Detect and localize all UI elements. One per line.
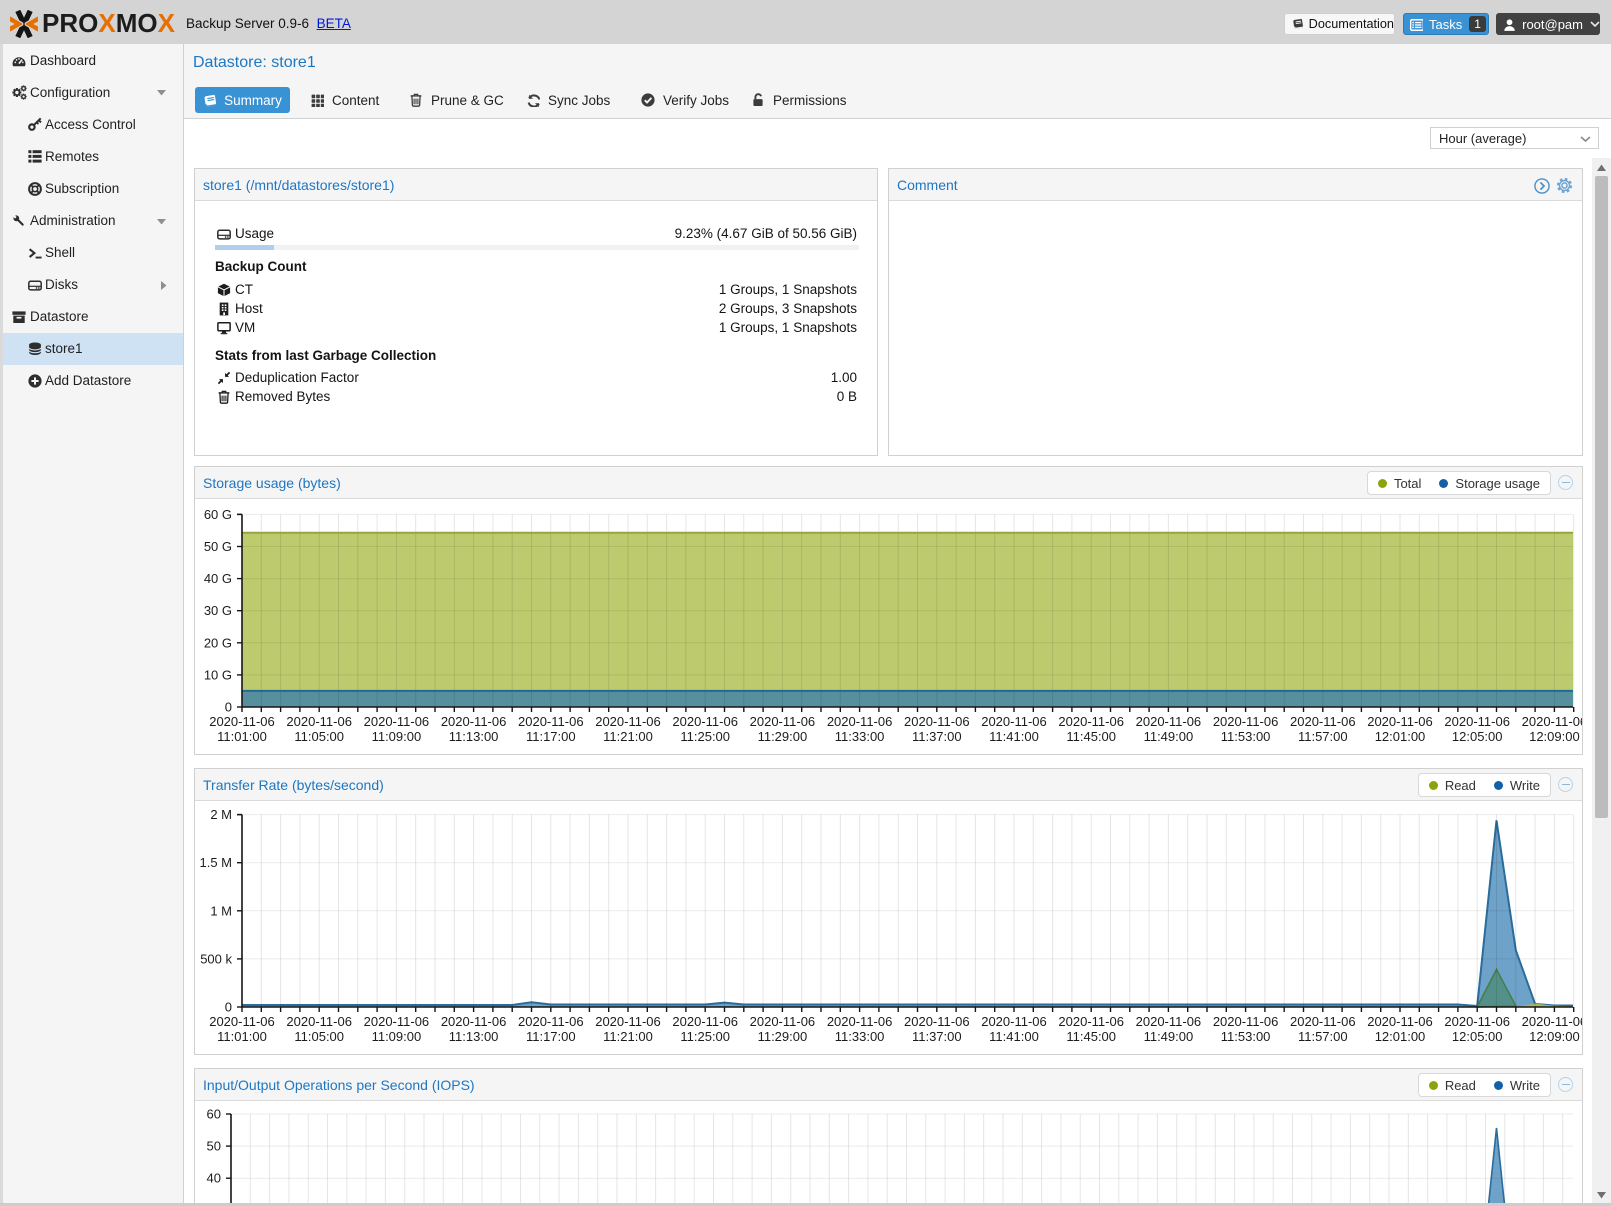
svg-text:20 G: 20 G bbox=[204, 635, 232, 650]
svg-text:12:05:00: 12:05:00 bbox=[1452, 729, 1503, 744]
svg-text:1 M: 1 M bbox=[210, 903, 232, 918]
svg-text:2020-11-06: 2020-11-06 bbox=[981, 714, 1047, 729]
svg-text:12:09:00: 12:09:00 bbox=[1529, 729, 1580, 744]
svg-text:2020-11-06: 2020-11-06 bbox=[904, 1014, 970, 1029]
svg-text:2020-11-06: 2020-11-06 bbox=[1444, 714, 1510, 729]
svg-text:10 G: 10 G bbox=[204, 667, 232, 682]
svg-text:11:05:00: 11:05:00 bbox=[294, 1029, 344, 1044]
svg-text:11:41:00: 11:41:00 bbox=[989, 1029, 1039, 1044]
svg-text:11:05:00: 11:05:00 bbox=[294, 729, 344, 744]
svg-text:2020-11-06: 2020-11-06 bbox=[441, 1014, 507, 1029]
svg-text:11:01:00: 11:01:00 bbox=[217, 1029, 267, 1044]
svg-text:50: 50 bbox=[207, 1139, 221, 1154]
svg-text:11:29:00: 11:29:00 bbox=[758, 729, 808, 744]
svg-text:2020-11-06: 2020-11-06 bbox=[518, 714, 584, 729]
svg-text:2020-11-06: 2020-11-06 bbox=[827, 714, 893, 729]
svg-text:11:25:00: 11:25:00 bbox=[680, 1029, 730, 1044]
svg-text:12:09:00: 12:09:00 bbox=[1529, 1029, 1580, 1044]
svg-text:12:01:00: 12:01:00 bbox=[1375, 1029, 1426, 1044]
svg-text:40: 40 bbox=[207, 1171, 221, 1186]
svg-text:2020-11-06: 2020-11-06 bbox=[209, 1014, 275, 1029]
svg-text:2020-11-06: 2020-11-06 bbox=[672, 1014, 738, 1029]
svg-text:2020-11-06: 2020-11-06 bbox=[1058, 714, 1124, 729]
svg-text:2020-11-06: 2020-11-06 bbox=[1290, 714, 1356, 729]
svg-text:2020-11-06: 2020-11-06 bbox=[518, 1014, 584, 1029]
svg-text:2020-11-06: 2020-11-06 bbox=[981, 1014, 1047, 1029]
svg-text:2020-11-06: 2020-11-06 bbox=[750, 714, 816, 729]
svg-text:2020-11-06: 2020-11-06 bbox=[750, 1014, 816, 1029]
svg-text:11:57:00: 11:57:00 bbox=[1298, 729, 1348, 744]
svg-text:11:45:00: 11:45:00 bbox=[1066, 729, 1116, 744]
svg-text:11:17:00: 11:17:00 bbox=[526, 729, 576, 744]
svg-text:2020-11-06: 2020-11-06 bbox=[1058, 1014, 1124, 1029]
svg-text:2020-11-06: 2020-11-06 bbox=[1444, 1014, 1510, 1029]
svg-text:11:13:00: 11:13:00 bbox=[449, 1029, 499, 1044]
svg-text:2020-11-06: 2020-11-06 bbox=[286, 714, 352, 729]
svg-text:11:45:00: 11:45:00 bbox=[1066, 1029, 1116, 1044]
svg-text:2020-11-06: 2020-11-06 bbox=[1290, 1014, 1356, 1029]
svg-text:2020-11-06: 2020-11-06 bbox=[1213, 714, 1279, 729]
svg-text:2020-11-06: 2020-11-06 bbox=[827, 1014, 893, 1029]
svg-text:2020-11-06: 2020-11-06 bbox=[286, 1014, 352, 1029]
svg-text:11:33:00: 11:33:00 bbox=[835, 729, 885, 744]
svg-text:2020-11-06: 2020-11-06 bbox=[595, 714, 661, 729]
svg-text:50 G: 50 G bbox=[204, 539, 232, 554]
svg-text:2020-11-06: 2020-11-06 bbox=[1522, 1014, 1582, 1029]
svg-text:11:53:00: 11:53:00 bbox=[1221, 729, 1271, 744]
svg-text:2020-11-06: 2020-11-06 bbox=[904, 714, 970, 729]
svg-text:11:21:00: 11:21:00 bbox=[603, 729, 653, 744]
svg-text:2020-11-06: 2020-11-06 bbox=[364, 714, 430, 729]
svg-text:11:49:00: 11:49:00 bbox=[1144, 1029, 1194, 1044]
svg-text:11:21:00: 11:21:00 bbox=[603, 1029, 653, 1044]
svg-text:500 k: 500 k bbox=[200, 951, 232, 966]
svg-text:12:01:00: 12:01:00 bbox=[1375, 729, 1426, 744]
svg-text:30 G: 30 G bbox=[204, 603, 232, 618]
svg-text:2020-11-06: 2020-11-06 bbox=[1367, 1014, 1433, 1029]
svg-text:11:25:00: 11:25:00 bbox=[680, 729, 730, 744]
svg-text:2020-11-06: 2020-11-06 bbox=[1136, 1014, 1202, 1029]
svg-text:11:33:00: 11:33:00 bbox=[835, 1029, 885, 1044]
svg-text:2020-11-06: 2020-11-06 bbox=[1136, 714, 1202, 729]
svg-text:0: 0 bbox=[225, 700, 232, 715]
svg-text:2020-11-06: 2020-11-06 bbox=[1367, 714, 1433, 729]
svg-text:11:09:00: 11:09:00 bbox=[372, 729, 422, 744]
svg-text:11:41:00: 11:41:00 bbox=[989, 729, 1039, 744]
svg-text:11:49:00: 11:49:00 bbox=[1144, 729, 1194, 744]
svg-text:11:01:00: 11:01:00 bbox=[217, 729, 267, 744]
svg-text:40 G: 40 G bbox=[204, 571, 232, 586]
svg-text:11:13:00: 11:13:00 bbox=[449, 729, 499, 744]
svg-text:1.5 M: 1.5 M bbox=[199, 855, 232, 870]
svg-text:11:53:00: 11:53:00 bbox=[1221, 1029, 1271, 1044]
svg-text:0: 0 bbox=[225, 1000, 232, 1015]
svg-text:11:17:00: 11:17:00 bbox=[526, 1029, 576, 1044]
svg-text:2020-11-06: 2020-11-06 bbox=[595, 1014, 661, 1029]
svg-text:11:29:00: 11:29:00 bbox=[758, 1029, 808, 1044]
svg-text:60 G: 60 G bbox=[204, 507, 232, 522]
svg-text:12:05:00: 12:05:00 bbox=[1452, 1029, 1503, 1044]
svg-text:60: 60 bbox=[207, 1107, 221, 1122]
svg-text:2020-11-06: 2020-11-06 bbox=[209, 714, 275, 729]
svg-text:2020-11-06: 2020-11-06 bbox=[1213, 1014, 1279, 1029]
svg-text:11:37:00: 11:37:00 bbox=[912, 729, 962, 744]
svg-text:2020-11-06: 2020-11-06 bbox=[364, 1014, 430, 1029]
svg-text:2 M: 2 M bbox=[210, 807, 232, 822]
svg-text:11:09:00: 11:09:00 bbox=[372, 1029, 422, 1044]
svg-text:2020-11-06: 2020-11-06 bbox=[672, 714, 738, 729]
svg-text:11:57:00: 11:57:00 bbox=[1298, 1029, 1348, 1044]
svg-text:11:37:00: 11:37:00 bbox=[912, 1029, 962, 1044]
svg-text:2020-11-06: 2020-11-06 bbox=[1522, 714, 1582, 729]
svg-text:2020-11-06: 2020-11-06 bbox=[441, 714, 507, 729]
